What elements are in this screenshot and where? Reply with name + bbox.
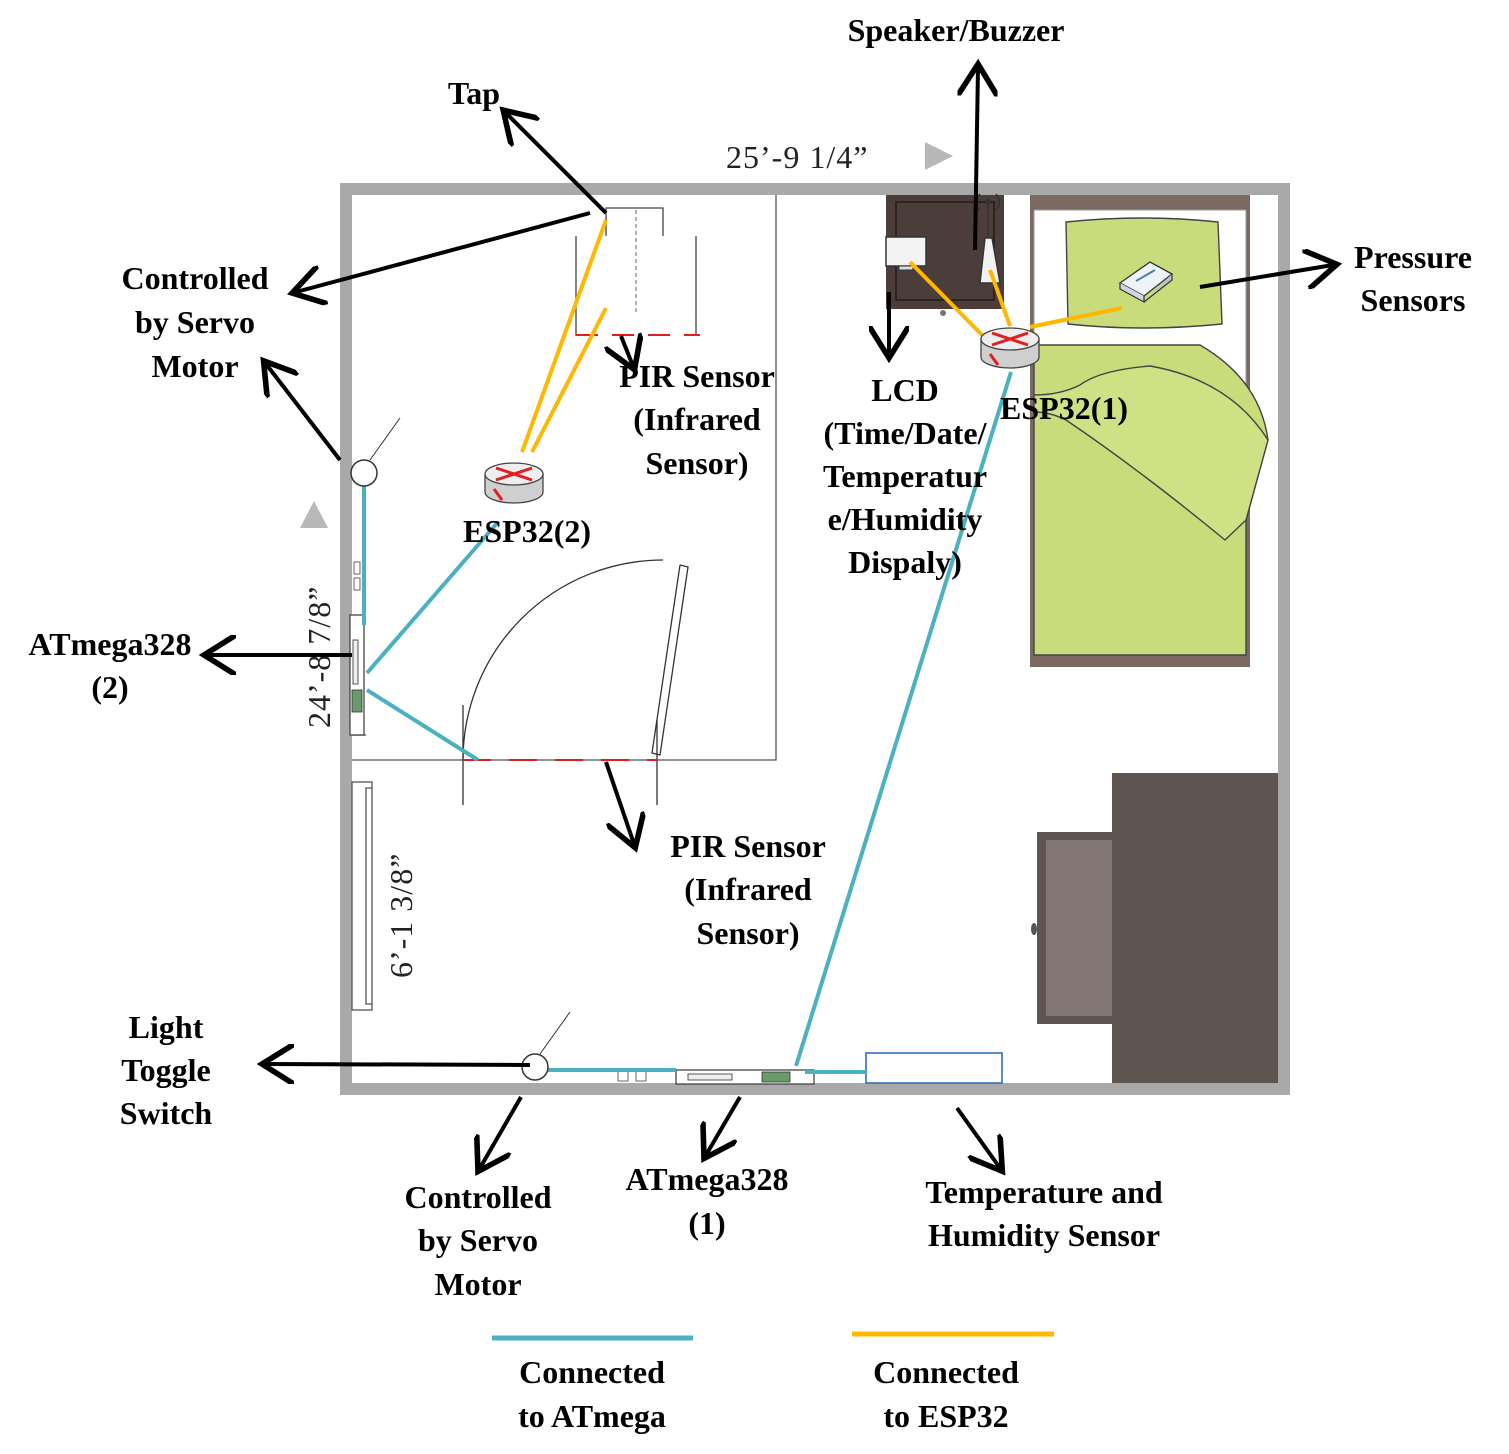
atmega328-2-board: [349, 561, 365, 736]
svg-text:LCD: LCD: [871, 372, 939, 408]
svg-text:ATmega328: ATmega328: [29, 626, 192, 662]
legend: Connected to ATmega Connected to ESP32: [492, 1331, 1054, 1434]
svg-text:by Servo: by Servo: [135, 304, 255, 340]
servo-switch-bottom: [521, 1011, 571, 1081]
temperature-humidity-sensor-box: [865, 1052, 1003, 1084]
svg-text:PIR Sensor: PIR Sensor: [670, 828, 826, 864]
atmega-connections: [362, 371, 1013, 1074]
svg-text:Sensors: Sensors: [1361, 282, 1466, 318]
svg-text:Light: Light: [129, 1009, 204, 1045]
label-pir-top: PIR Sensor (Infrared Sensor): [619, 358, 775, 481]
svg-text:Motor: Motor: [151, 348, 238, 384]
svg-text:Switch: Switch: [120, 1095, 213, 1131]
label-atmega328-1: ATmega328 (1): [626, 1161, 789, 1241]
svg-text:by Servo: by Servo: [418, 1222, 538, 1258]
svg-text:PIR Sensor: PIR Sensor: [619, 358, 775, 394]
svg-text:(Infrared: (Infrared: [633, 401, 761, 437]
svg-text:(Time/Date/: (Time/Date/: [824, 415, 988, 451]
svg-text:Humidity Sensor: Humidity Sensor: [928, 1217, 1160, 1253]
svg-text:(2): (2): [91, 669, 128, 705]
label-pir-bottom: PIR Sensor (Infrared Sensor): [670, 828, 826, 951]
dimension-closet: 6’-1 3/8”: [383, 853, 419, 978]
label-tap: Tap: [448, 75, 500, 111]
dimension-triangle-top: [925, 142, 953, 170]
svg-text:Toggle: Toggle: [121, 1052, 211, 1088]
esp32-2-router-icon: [484, 462, 544, 504]
label-temperature-humidity-sensor: Temperature and Humidity Sensor: [925, 1174, 1163, 1253]
svg-text:Dispaly): Dispaly): [848, 544, 962, 580]
svg-text:Sensor): Sensor): [696, 915, 799, 951]
label-light-toggle-switch: Light Toggle Switch: [120, 1009, 213, 1131]
label-lcd: LCD (Time/Date/ Temperatur e/Humidity Di…: [823, 372, 988, 580]
desk: [1031, 773, 1278, 1083]
svg-text:to ATmega: to ATmega: [518, 1398, 666, 1434]
label-esp32-1: ESP32(1): [1000, 390, 1128, 426]
svg-text:e/Humidity: e/Humidity: [828, 501, 983, 537]
svg-text:Controlled: Controlled: [122, 260, 269, 296]
svg-text:ATmega328: ATmega328: [626, 1161, 789, 1197]
label-atmega328-2: ATmega328 (2): [29, 626, 192, 705]
pressure-sensor-pad-icon: [1118, 261, 1174, 304]
svg-text:Motor: Motor: [434, 1266, 521, 1302]
esp32-1-router-icon: [980, 327, 1040, 369]
svg-text:Controlled: Controlled: [405, 1179, 552, 1215]
lcd-display-icon: [885, 236, 927, 271]
svg-text:Connected: Connected: [873, 1354, 1019, 1390]
closet: [351, 781, 373, 1011]
label-pressure-sensors: Pressure Sensors: [1354, 239, 1472, 318]
dimension-triangle-left: [300, 501, 328, 528]
esp32-connections: [520, 219, 1123, 453]
atmega328-1-board: [617, 1069, 815, 1085]
callout-arrows: [208, 68, 1333, 1168]
svg-text:Temperature and: Temperature and: [925, 1174, 1163, 1210]
label-servo-bottom: Controlled by Servo Motor: [405, 1179, 552, 1302]
svg-text:Pressure: Pressure: [1354, 239, 1472, 275]
svg-text:Temperatur: Temperatur: [823, 458, 987, 494]
label-esp32-2: ESP32(2): [463, 513, 591, 549]
bathroom-door: [462, 559, 689, 805]
svg-text:(1): (1): [688, 1205, 725, 1241]
svg-text:(Infrared: (Infrared: [684, 871, 812, 907]
label-speaker-buzzer: Speaker/Buzzer: [848, 12, 1065, 48]
svg-text:Sensor): Sensor): [645, 445, 748, 481]
svg-text:to ESP32: to ESP32: [883, 1398, 1008, 1434]
dimension-width: 25’-9 1/4”: [726, 139, 868, 175]
servo-switch-left: [350, 417, 401, 487]
label-servo-top: Controlled by Servo Motor: [122, 260, 269, 384]
svg-text:Connected: Connected: [519, 1354, 665, 1390]
